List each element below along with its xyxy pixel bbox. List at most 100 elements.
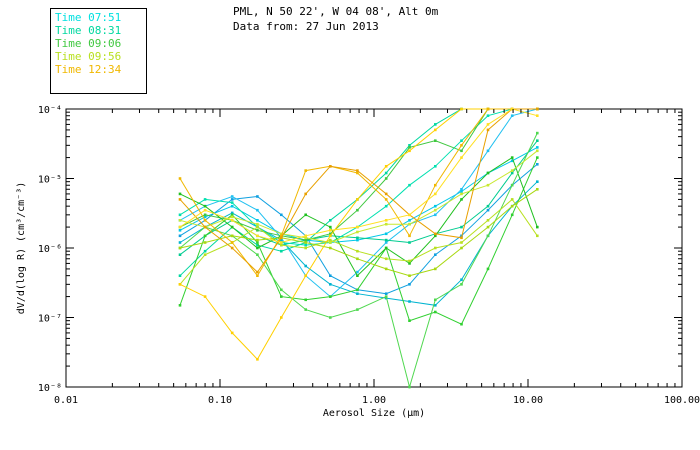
series-line-3 [179, 108, 538, 298]
data-point-17-11 [460, 156, 463, 159]
data-point-13-12 [486, 225, 490, 229]
data-point-11-6 [329, 238, 332, 242]
data-point-2-10 [434, 253, 437, 256]
data-point-12-7 [356, 230, 359, 234]
data-point-13-9 [408, 274, 411, 277]
y-tick-label: 10⁻⁵ [38, 175, 62, 186]
data-point-12-0 [178, 219, 182, 222]
data-point-15-0 [178, 177, 182, 180]
legend-item-0906: Time 09:06 [55, 37, 122, 50]
legend: Time 07:51 Time 08:31 Time 09:06 Time 09… [50, 8, 147, 94]
data-point-0-8 [384, 232, 388, 236]
data-point-3-12 [486, 149, 490, 153]
data-point-9-6 [329, 225, 332, 229]
data-point-6-9 [408, 183, 411, 187]
data-point-14-0 [178, 283, 182, 286]
data-point-17-10 [434, 192, 437, 196]
data-point-16-5 [304, 192, 307, 196]
data-point-9-1 [203, 204, 207, 208]
data-point-2-12 [486, 208, 490, 212]
data-point-6-5 [304, 243, 307, 247]
data-point-0-7 [356, 238, 359, 242]
data-point-15-5 [304, 169, 307, 172]
x-tick-label: 10.00 [513, 395, 543, 406]
data-point-13-6 [329, 246, 332, 250]
data-point-2-8 [384, 292, 388, 295]
data-point-6-0 [178, 213, 182, 217]
data-point-7-11 [460, 322, 463, 326]
data-point-0-1 [203, 215, 207, 219]
data-point-13-5 [304, 241, 307, 244]
y-tick-label: 10⁻⁴ [38, 105, 62, 116]
data-point-13-3 [256, 238, 259, 242]
data-point-13-7 [356, 257, 359, 261]
data-point-5-9 [408, 241, 411, 244]
data-point-13-10 [434, 267, 437, 271]
data-point-8-8 [384, 177, 388, 180]
data-point-17-4 [280, 241, 283, 244]
data-point-11-9 [408, 259, 411, 263]
data-point-7-14 [536, 156, 539, 159]
data-point-7-7 [356, 288, 359, 292]
data-point-11-13 [510, 198, 514, 201]
data-point-9-3 [256, 246, 259, 250]
data-point-13-2 [230, 234, 234, 238]
data-point-14-5 [304, 274, 307, 277]
data-point-9-9 [408, 262, 411, 265]
data-point-11-11 [460, 241, 463, 244]
data-point-10-7 [356, 308, 359, 311]
data-point-7-6 [329, 295, 332, 298]
data-point-9-5 [304, 213, 307, 217]
data-point-1-9 [408, 300, 411, 303]
data-point-7-13 [510, 213, 514, 217]
data-point-10-6 [329, 316, 332, 319]
data-point-7-3 [256, 241, 259, 244]
data-point-16-14 [536, 107, 539, 111]
plot-frame [65, 108, 683, 388]
data-point-0-11 [460, 190, 463, 193]
data-point-16-0 [178, 198, 182, 201]
data-point-5-0 [178, 253, 182, 256]
data-point-6-8 [384, 204, 388, 208]
data-point-13-13 [510, 204, 514, 208]
data-point-3-11 [460, 188, 463, 191]
data-point-11-12 [486, 219, 490, 222]
x-tick-label: 1.00 [362, 395, 386, 406]
series-line-16 [179, 108, 538, 273]
data-point-14-3 [256, 358, 259, 361]
x-axis-label: Aerosol Size (µm) [323, 408, 425, 419]
data-point-17-14 [536, 114, 539, 117]
data-point-6-2 [230, 201, 234, 204]
data-point-12-9 [408, 222, 411, 226]
data-point-12-14 [536, 149, 539, 153]
data-point-15-10 [434, 183, 437, 187]
data-point-9-11 [460, 198, 463, 201]
data-point-15-9 [408, 234, 411, 238]
data-point-3-3 [256, 208, 259, 212]
data-point-4-9 [408, 144, 411, 147]
data-point-2-4 [280, 213, 283, 217]
data-point-15-8 [384, 198, 388, 201]
data-point-2-3 [256, 195, 259, 198]
data-point-8-5 [304, 238, 307, 242]
data-point-12-6 [329, 241, 332, 244]
data-point-10-3 [256, 253, 259, 256]
data-point-17-7 [356, 225, 359, 229]
data-point-3-2 [230, 195, 234, 198]
data-point-0-0 [178, 229, 182, 232]
data-point-4-3 [256, 243, 259, 247]
data-point-9-10 [434, 234, 437, 238]
data-point-8-7 [356, 208, 359, 212]
data-point-12-4 [280, 232, 283, 236]
data-point-7-4 [280, 295, 283, 298]
data-point-3-8 [384, 241, 388, 244]
data-point-14-10 [434, 128, 437, 132]
data-point-1-2 [230, 211, 234, 215]
data-point-2-6 [329, 274, 332, 277]
data-point-17-0 [178, 225, 182, 229]
data-point-16-4 [280, 236, 283, 240]
data-point-11-1 [203, 253, 207, 256]
data-point-16-7 [356, 169, 359, 172]
data-point-15-3 [256, 274, 259, 277]
